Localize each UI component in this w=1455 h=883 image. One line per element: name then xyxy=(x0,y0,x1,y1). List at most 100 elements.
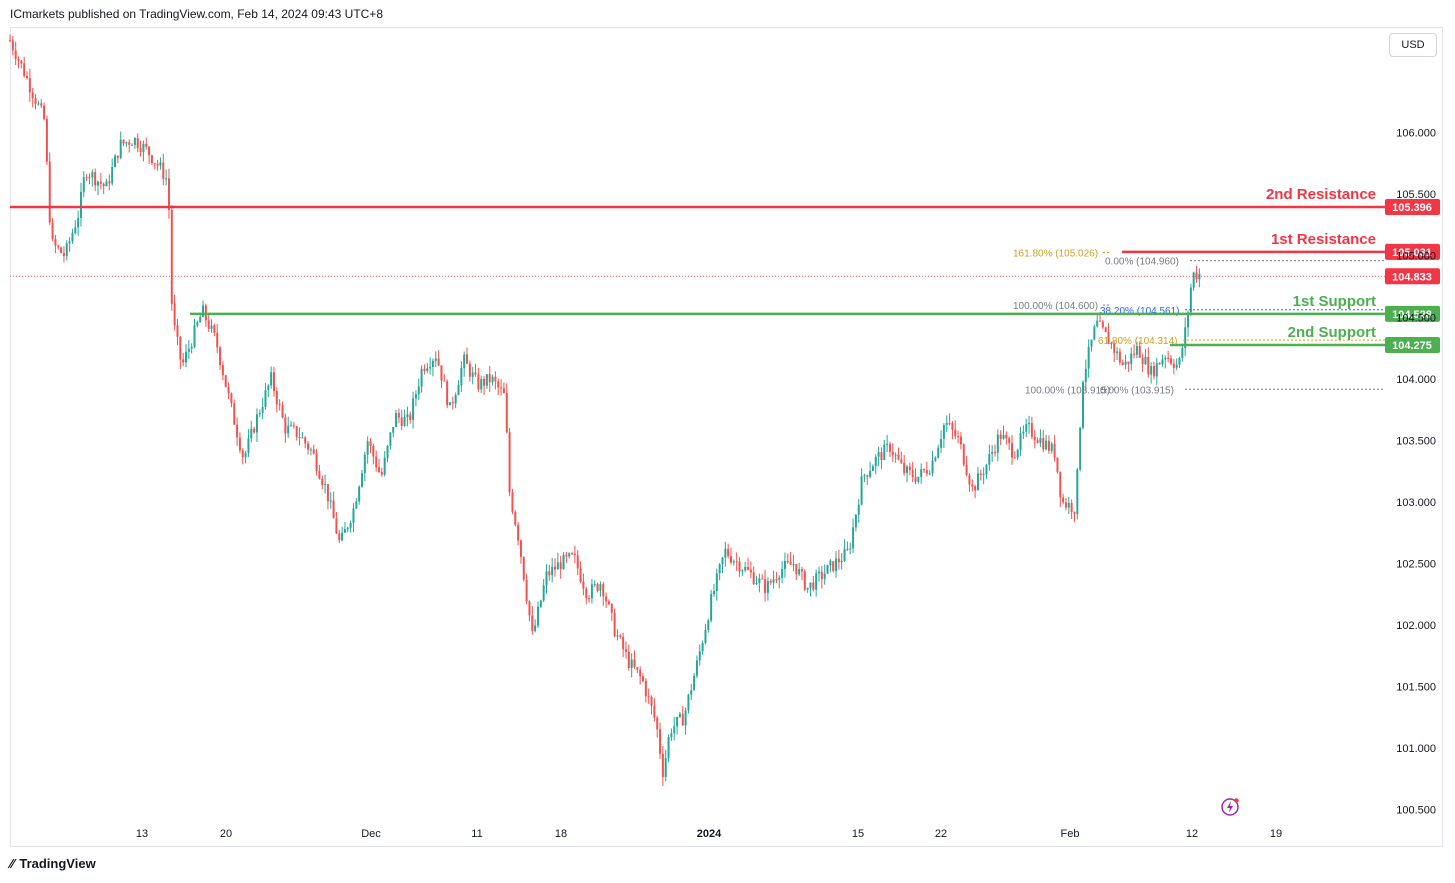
candle-body xyxy=(309,449,312,451)
candle-body xyxy=(139,148,142,153)
candle-body xyxy=(167,178,170,210)
candle-body xyxy=(905,466,908,474)
candle-body xyxy=(153,163,156,165)
candle-body xyxy=(500,387,503,389)
candle-body xyxy=(925,470,928,474)
candle-body xyxy=(136,137,139,149)
candle-body xyxy=(786,561,789,563)
candle-body xyxy=(1076,469,1079,514)
candle-body xyxy=(437,358,440,366)
candle-body xyxy=(596,583,599,591)
candle-body xyxy=(962,444,965,465)
candle-body xyxy=(375,456,378,468)
candle-body xyxy=(732,561,735,563)
candle-body xyxy=(636,667,639,670)
candle-body xyxy=(522,556,525,580)
candle-body xyxy=(397,412,400,418)
candle-body xyxy=(88,177,91,179)
candle-body xyxy=(820,571,823,579)
candle-body xyxy=(965,464,968,476)
candle-body xyxy=(1101,321,1104,328)
candle-body xyxy=(749,569,752,573)
candle-body xyxy=(131,144,134,146)
candle-body xyxy=(31,92,34,99)
candle-body xyxy=(588,598,591,600)
candle-body xyxy=(434,358,437,361)
candle-body xyxy=(991,452,994,455)
candle-body xyxy=(877,452,880,457)
candle-body xyxy=(40,103,43,106)
candle-body xyxy=(343,529,346,533)
candle-body xyxy=(1164,357,1167,360)
candle-body xyxy=(74,227,77,234)
candle-body xyxy=(494,376,497,382)
candle-body xyxy=(219,347,222,366)
candle-body xyxy=(355,501,358,509)
x-tick-label: 12 xyxy=(1186,828,1198,840)
candle-body xyxy=(1081,382,1084,428)
candle-body xyxy=(1062,497,1065,503)
y-tick-label: 102.000 xyxy=(1396,620,1436,632)
candle-body xyxy=(1053,443,1056,458)
candle-body xyxy=(335,518,338,534)
candle-body xyxy=(99,181,102,184)
level-price-tag xyxy=(1385,198,1440,215)
candle-body xyxy=(1079,427,1082,470)
candle-body xyxy=(764,578,767,593)
candle-body xyxy=(488,374,491,383)
candle-body xyxy=(573,553,576,556)
candle-body xyxy=(156,163,159,166)
candle-body xyxy=(605,596,608,602)
candle-body xyxy=(988,454,991,465)
candle-body xyxy=(304,437,307,444)
candle-body xyxy=(758,578,761,583)
candle-body xyxy=(1158,362,1161,365)
candle-body xyxy=(565,554,568,557)
candle-body xyxy=(162,162,165,179)
candle-series xyxy=(9,34,1201,787)
candle-body xyxy=(888,443,891,452)
candle-body xyxy=(184,351,187,363)
candle-body xyxy=(610,603,613,613)
candle-body xyxy=(624,649,627,652)
candle-body xyxy=(440,365,443,381)
y-tick-label: 103.500 xyxy=(1396,435,1436,447)
candle-body xyxy=(395,412,398,427)
candle-body xyxy=(1011,442,1014,458)
level-price-label: 105.031 xyxy=(1392,247,1432,259)
y-tick-label: 101.500 xyxy=(1396,682,1436,694)
level-price-tag xyxy=(1385,243,1440,260)
candle-body xyxy=(60,247,63,253)
candle-body xyxy=(551,566,554,576)
x-tick-label: 19 xyxy=(1270,828,1282,840)
candle-body xyxy=(937,447,940,458)
lightning-icon[interactable] xyxy=(1220,797,1240,817)
fib-label: 100.00% (103.915) xyxy=(1025,385,1110,396)
candle-body xyxy=(996,434,999,453)
x-tick-label: 20 xyxy=(220,828,232,840)
candle-body xyxy=(911,470,914,478)
fib-label: 100.00% (104.600) xyxy=(1013,301,1098,312)
candle-body xyxy=(1198,273,1201,280)
candle-body xyxy=(1013,457,1016,459)
candle-body xyxy=(968,475,971,485)
candle-body xyxy=(942,425,945,439)
candle-body xyxy=(491,376,494,383)
candle-body xyxy=(412,398,415,420)
currency-button[interactable]: USD xyxy=(1389,33,1437,57)
candle-body xyxy=(94,172,97,186)
candle-body xyxy=(307,443,310,450)
fib-label: 61.80% (104.314) xyxy=(1098,336,1178,347)
candle-body xyxy=(17,59,20,61)
candle-body xyxy=(678,713,681,717)
fib-label: 38.20% (104.561) xyxy=(1100,306,1180,317)
candle-body xyxy=(508,432,511,493)
y-tick-label: 104.500 xyxy=(1396,312,1436,324)
candle-body xyxy=(1064,502,1067,508)
candle-body xyxy=(837,558,840,563)
candle-body xyxy=(43,105,46,119)
fib-label: 0.00% (104.960) xyxy=(1105,257,1179,268)
candle-body xyxy=(576,555,579,569)
candle-body xyxy=(267,385,270,391)
